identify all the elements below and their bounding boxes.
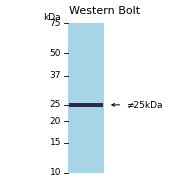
Text: 50: 50	[50, 49, 61, 58]
FancyBboxPatch shape	[68, 23, 104, 173]
Text: 37: 37	[50, 71, 61, 80]
Text: ≠25kDa: ≠25kDa	[126, 100, 163, 109]
Text: 25: 25	[50, 100, 61, 109]
Text: 75: 75	[50, 19, 61, 28]
Text: 20: 20	[50, 117, 61, 126]
Text: 15: 15	[50, 138, 61, 147]
FancyBboxPatch shape	[69, 103, 103, 107]
Text: kDa: kDa	[44, 14, 61, 22]
Text: 10: 10	[50, 168, 61, 177]
Text: Western Bolt: Western Bolt	[69, 6, 140, 16]
